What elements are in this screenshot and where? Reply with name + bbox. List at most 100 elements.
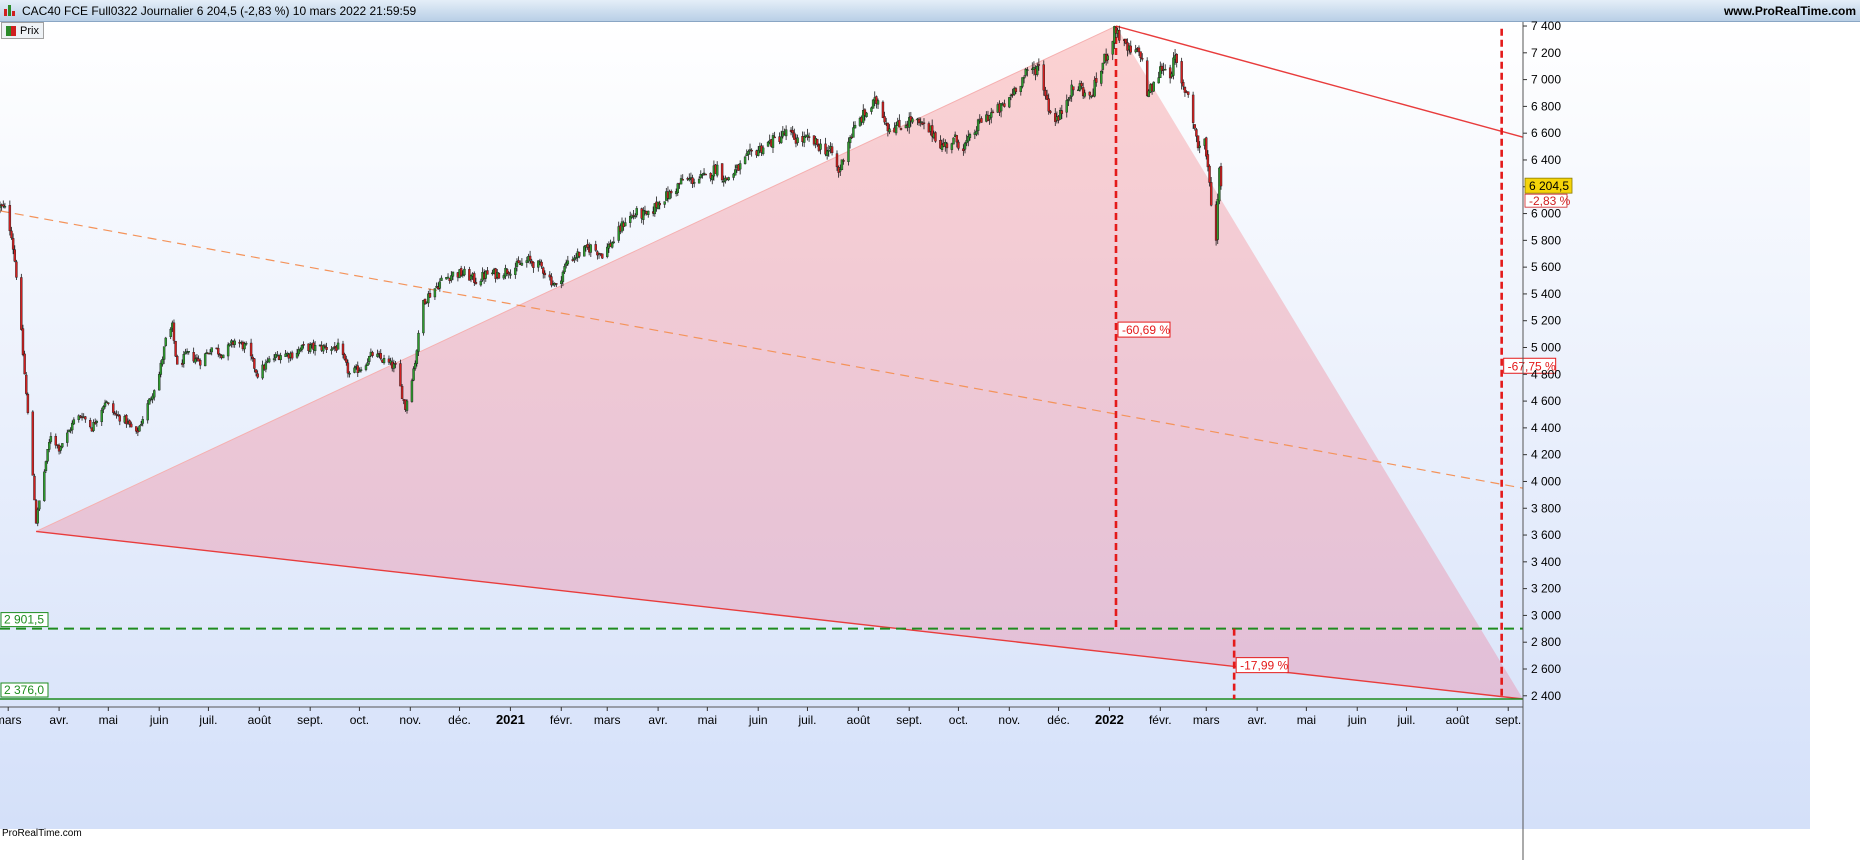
candle[interactable] <box>883 111 886 125</box>
candle[interactable] <box>830 143 834 156</box>
candle[interactable] <box>940 139 944 152</box>
candle[interactable] <box>423 298 427 306</box>
candle[interactable] <box>743 155 747 165</box>
candle[interactable] <box>15 259 18 281</box>
candle[interactable] <box>484 270 487 282</box>
candle[interactable] <box>1141 53 1144 62</box>
candle[interactable] <box>1152 81 1155 92</box>
candle[interactable] <box>1014 86 1018 94</box>
candle[interactable] <box>141 416 144 427</box>
candle[interactable] <box>676 182 680 197</box>
candle[interactable] <box>66 429 69 447</box>
candle[interactable] <box>226 342 230 361</box>
candle[interactable] <box>1008 96 1011 109</box>
candle[interactable] <box>1068 95 1072 102</box>
candle[interactable] <box>279 352 282 364</box>
candle[interactable] <box>1208 164 1211 187</box>
candle[interactable] <box>991 109 995 114</box>
candle[interactable] <box>1080 80 1083 90</box>
candle[interactable] <box>221 354 225 359</box>
candle[interactable] <box>1191 91 1195 130</box>
candle[interactable] <box>886 122 890 137</box>
candle[interactable] <box>750 148 753 157</box>
candle[interactable] <box>930 119 934 143</box>
candle[interactable] <box>118 413 122 426</box>
candle[interactable] <box>153 389 156 401</box>
candle[interactable] <box>806 128 809 141</box>
candle[interactable] <box>505 268 509 277</box>
candle[interactable] <box>876 98 880 110</box>
candle[interactable] <box>532 261 535 273</box>
candle[interactable] <box>1168 64 1172 84</box>
candle[interactable] <box>300 344 304 353</box>
candle[interactable] <box>853 121 857 129</box>
candle[interactable] <box>44 460 48 473</box>
candle[interactable] <box>1216 193 1219 245</box>
candle[interactable] <box>54 433 57 449</box>
candle[interactable] <box>919 117 922 127</box>
candle[interactable] <box>440 275 443 281</box>
candle[interactable] <box>771 132 775 154</box>
candle[interactable] <box>802 131 806 148</box>
candle[interactable] <box>796 134 799 146</box>
candle[interactable] <box>469 274 473 283</box>
candle[interactable] <box>509 269 512 279</box>
candle[interactable] <box>400 383 404 399</box>
candle[interactable] <box>379 349 382 361</box>
candle[interactable] <box>842 158 845 165</box>
candle[interactable] <box>1065 94 1068 118</box>
candle[interactable] <box>486 266 489 275</box>
candle[interactable] <box>1101 62 1105 74</box>
candle[interactable] <box>405 399 409 414</box>
candle[interactable] <box>699 170 702 180</box>
legend-prix[interactable]: Prix <box>1 22 44 39</box>
candle[interactable] <box>999 103 1003 118</box>
candle[interactable] <box>368 355 371 365</box>
candle[interactable] <box>95 419 99 427</box>
candle[interactable] <box>839 164 842 176</box>
candle[interactable] <box>20 273 23 331</box>
candle[interactable] <box>633 213 637 219</box>
candle[interactable] <box>169 327 172 340</box>
candle[interactable] <box>336 338 340 350</box>
candle[interactable] <box>2 200 5 209</box>
candle[interactable] <box>112 400 115 416</box>
candle[interactable] <box>128 419 131 428</box>
candle[interactable] <box>1070 79 1073 102</box>
candle[interactable] <box>210 347 213 356</box>
candle[interactable] <box>187 351 190 355</box>
candle[interactable] <box>610 241 614 249</box>
candle[interactable] <box>253 358 256 373</box>
candle[interactable] <box>722 175 725 187</box>
candle[interactable] <box>244 341 248 346</box>
candle[interactable] <box>428 288 432 298</box>
candle[interactable] <box>1159 61 1162 78</box>
candle[interactable] <box>348 371 351 378</box>
candle[interactable] <box>1137 45 1141 57</box>
candle[interactable] <box>514 262 517 279</box>
candle[interactable] <box>922 118 926 130</box>
candle[interactable] <box>1145 57 1149 97</box>
candle[interactable] <box>537 260 540 272</box>
candle[interactable] <box>172 319 176 344</box>
candle[interactable] <box>606 243 609 259</box>
candle[interactable] <box>322 344 325 355</box>
candle[interactable] <box>162 346 166 365</box>
candle[interactable] <box>642 207 645 225</box>
candle[interactable] <box>530 258 533 267</box>
candle[interactable] <box>766 141 770 148</box>
candle[interactable] <box>898 114 901 128</box>
candle[interactable] <box>366 358 369 366</box>
candle[interactable] <box>525 256 529 268</box>
candle[interactable] <box>48 439 51 453</box>
brand-link[interactable]: www.ProRealTime.com <box>1723 4 1856 18</box>
candle[interactable] <box>594 240 597 252</box>
candle[interactable] <box>732 172 735 181</box>
candle[interactable] <box>1198 141 1201 154</box>
candle[interactable] <box>862 104 865 125</box>
candle[interactable] <box>507 271 510 279</box>
candle[interactable] <box>450 271 453 283</box>
candle[interactable] <box>427 290 430 307</box>
candle[interactable] <box>1100 69 1103 87</box>
candle[interactable] <box>1049 109 1052 115</box>
